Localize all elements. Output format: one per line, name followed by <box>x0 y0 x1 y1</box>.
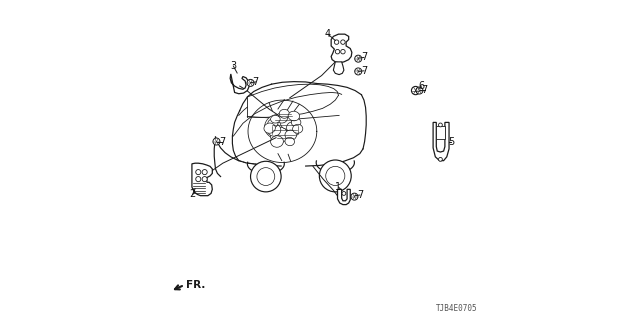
Circle shape <box>213 138 220 145</box>
Circle shape <box>250 161 281 192</box>
Ellipse shape <box>275 120 299 140</box>
Circle shape <box>412 86 420 95</box>
Ellipse shape <box>285 137 294 146</box>
Polygon shape <box>436 126 445 139</box>
Text: 2: 2 <box>189 189 196 199</box>
Ellipse shape <box>264 114 291 139</box>
Text: 3: 3 <box>230 61 236 71</box>
Ellipse shape <box>268 119 278 128</box>
Text: 7: 7 <box>219 137 225 147</box>
Circle shape <box>202 170 207 175</box>
Ellipse shape <box>267 123 281 136</box>
Text: 7: 7 <box>356 190 363 200</box>
Text: FR.: FR. <box>186 280 205 290</box>
Polygon shape <box>331 34 352 63</box>
Circle shape <box>319 160 351 192</box>
Polygon shape <box>333 62 344 75</box>
Text: TJB4E0705: TJB4E0705 <box>436 304 477 313</box>
Circle shape <box>257 168 275 186</box>
Ellipse shape <box>285 130 296 140</box>
Circle shape <box>351 193 358 200</box>
Ellipse shape <box>287 122 300 133</box>
Ellipse shape <box>291 118 301 126</box>
Circle shape <box>326 166 345 186</box>
Circle shape <box>438 123 442 127</box>
Ellipse shape <box>276 113 287 123</box>
Circle shape <box>247 79 254 86</box>
Circle shape <box>355 55 362 62</box>
Text: 5: 5 <box>448 138 454 148</box>
Circle shape <box>340 40 345 44</box>
Text: 7: 7 <box>421 85 428 95</box>
Ellipse shape <box>288 111 300 121</box>
Circle shape <box>196 177 201 182</box>
Circle shape <box>202 177 207 182</box>
Text: 7: 7 <box>361 66 367 76</box>
Text: 7: 7 <box>253 77 259 87</box>
Circle shape <box>334 40 339 44</box>
Ellipse shape <box>264 123 275 133</box>
Circle shape <box>438 157 442 161</box>
Ellipse shape <box>292 124 303 133</box>
Polygon shape <box>230 74 249 94</box>
Text: 4: 4 <box>325 29 331 39</box>
Circle shape <box>196 170 201 175</box>
Polygon shape <box>337 189 350 204</box>
Circle shape <box>340 50 345 54</box>
Ellipse shape <box>271 116 280 123</box>
Circle shape <box>355 68 362 75</box>
Ellipse shape <box>279 109 289 118</box>
Ellipse shape <box>271 136 284 147</box>
Circle shape <box>335 50 340 54</box>
Text: 1: 1 <box>335 182 342 192</box>
Circle shape <box>416 87 423 94</box>
Polygon shape <box>192 163 212 196</box>
Text: 6: 6 <box>419 81 424 91</box>
Circle shape <box>342 192 346 196</box>
Polygon shape <box>433 123 449 161</box>
Ellipse shape <box>270 127 288 143</box>
Text: 7: 7 <box>361 52 367 62</box>
Ellipse shape <box>280 116 296 129</box>
